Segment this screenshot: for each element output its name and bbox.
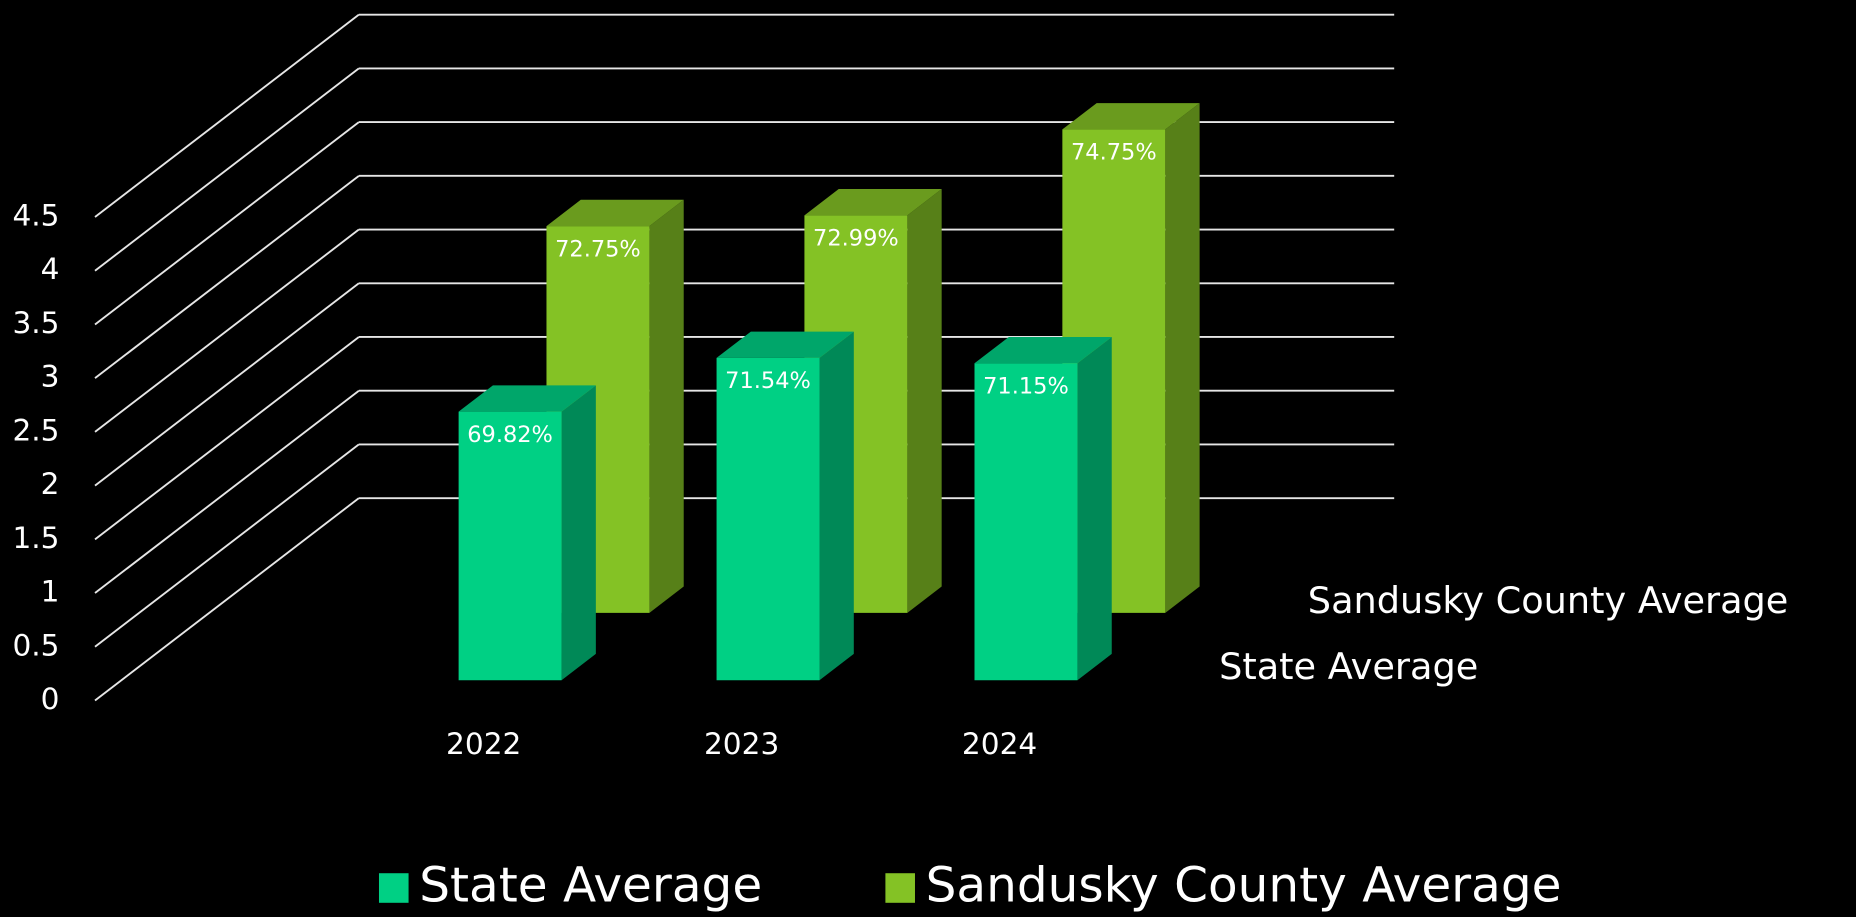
data-label: 71.54%	[725, 368, 811, 394]
bar-top	[546, 199, 684, 227]
grid-line	[94, 497, 360, 702]
y-tick-label: 4.5	[12, 199, 59, 233]
legend-label: Sandusky County Average	[926, 858, 1562, 914]
x-tick-label: 2023	[704, 727, 779, 761]
grid-line	[94, 67, 360, 272]
grid-line	[94, 443, 360, 648]
x-tick-label: 2024	[962, 727, 1037, 761]
bar-top	[974, 336, 1112, 364]
bar	[458, 411, 562, 681]
bar	[716, 357, 820, 681]
y-tick-label: 0.5	[12, 628, 59, 662]
y-tick-label: 2.5	[12, 413, 59, 447]
bar-top	[1062, 103, 1200, 130]
data-label: 74.75%	[1071, 140, 1157, 166]
y-tick-label: 2	[41, 467, 60, 501]
bar-top	[458, 385, 596, 412]
data-label: 72.99%	[813, 226, 899, 252]
grid-line	[94, 282, 360, 487]
bar-top	[716, 331, 854, 358]
data-label: 71.15%	[983, 373, 1069, 399]
bar-side	[1077, 336, 1112, 681]
data-label: 72.75%	[555, 236, 641, 262]
grid-line	[94, 228, 360, 433]
grid-line	[94, 121, 360, 326]
bar	[974, 363, 1078, 681]
y-tick-label: 1.5	[12, 521, 59, 555]
bar-side	[819, 331, 854, 681]
bar-side	[649, 199, 684, 613]
grid-line	[94, 389, 360, 594]
grid-line	[94, 175, 360, 379]
x-tick-label: 2022	[446, 727, 521, 761]
depth-axis-label: State Average	[1219, 645, 1478, 688]
legend-swatch	[885, 873, 915, 903]
y-tick-label: 1	[41, 575, 60, 609]
bar-side	[561, 385, 596, 681]
grid-line	[94, 336, 360, 541]
legend-label: State Average	[419, 858, 762, 914]
data-label: 69.82%	[467, 422, 553, 448]
y-tick-label: 4	[41, 252, 60, 286]
bar-top	[804, 189, 942, 216]
legend-swatch	[378, 873, 409, 903]
y-tick-label: 3	[41, 360, 60, 394]
y-tick-label: 0	[41, 682, 60, 716]
bar-side	[907, 189, 942, 613]
grid-line	[94, 13, 360, 218]
bar-side	[1165, 103, 1200, 613]
depth-axis-label: Sandusky County Average	[1308, 579, 1789, 622]
y-tick-label: 3.5	[12, 306, 59, 340]
